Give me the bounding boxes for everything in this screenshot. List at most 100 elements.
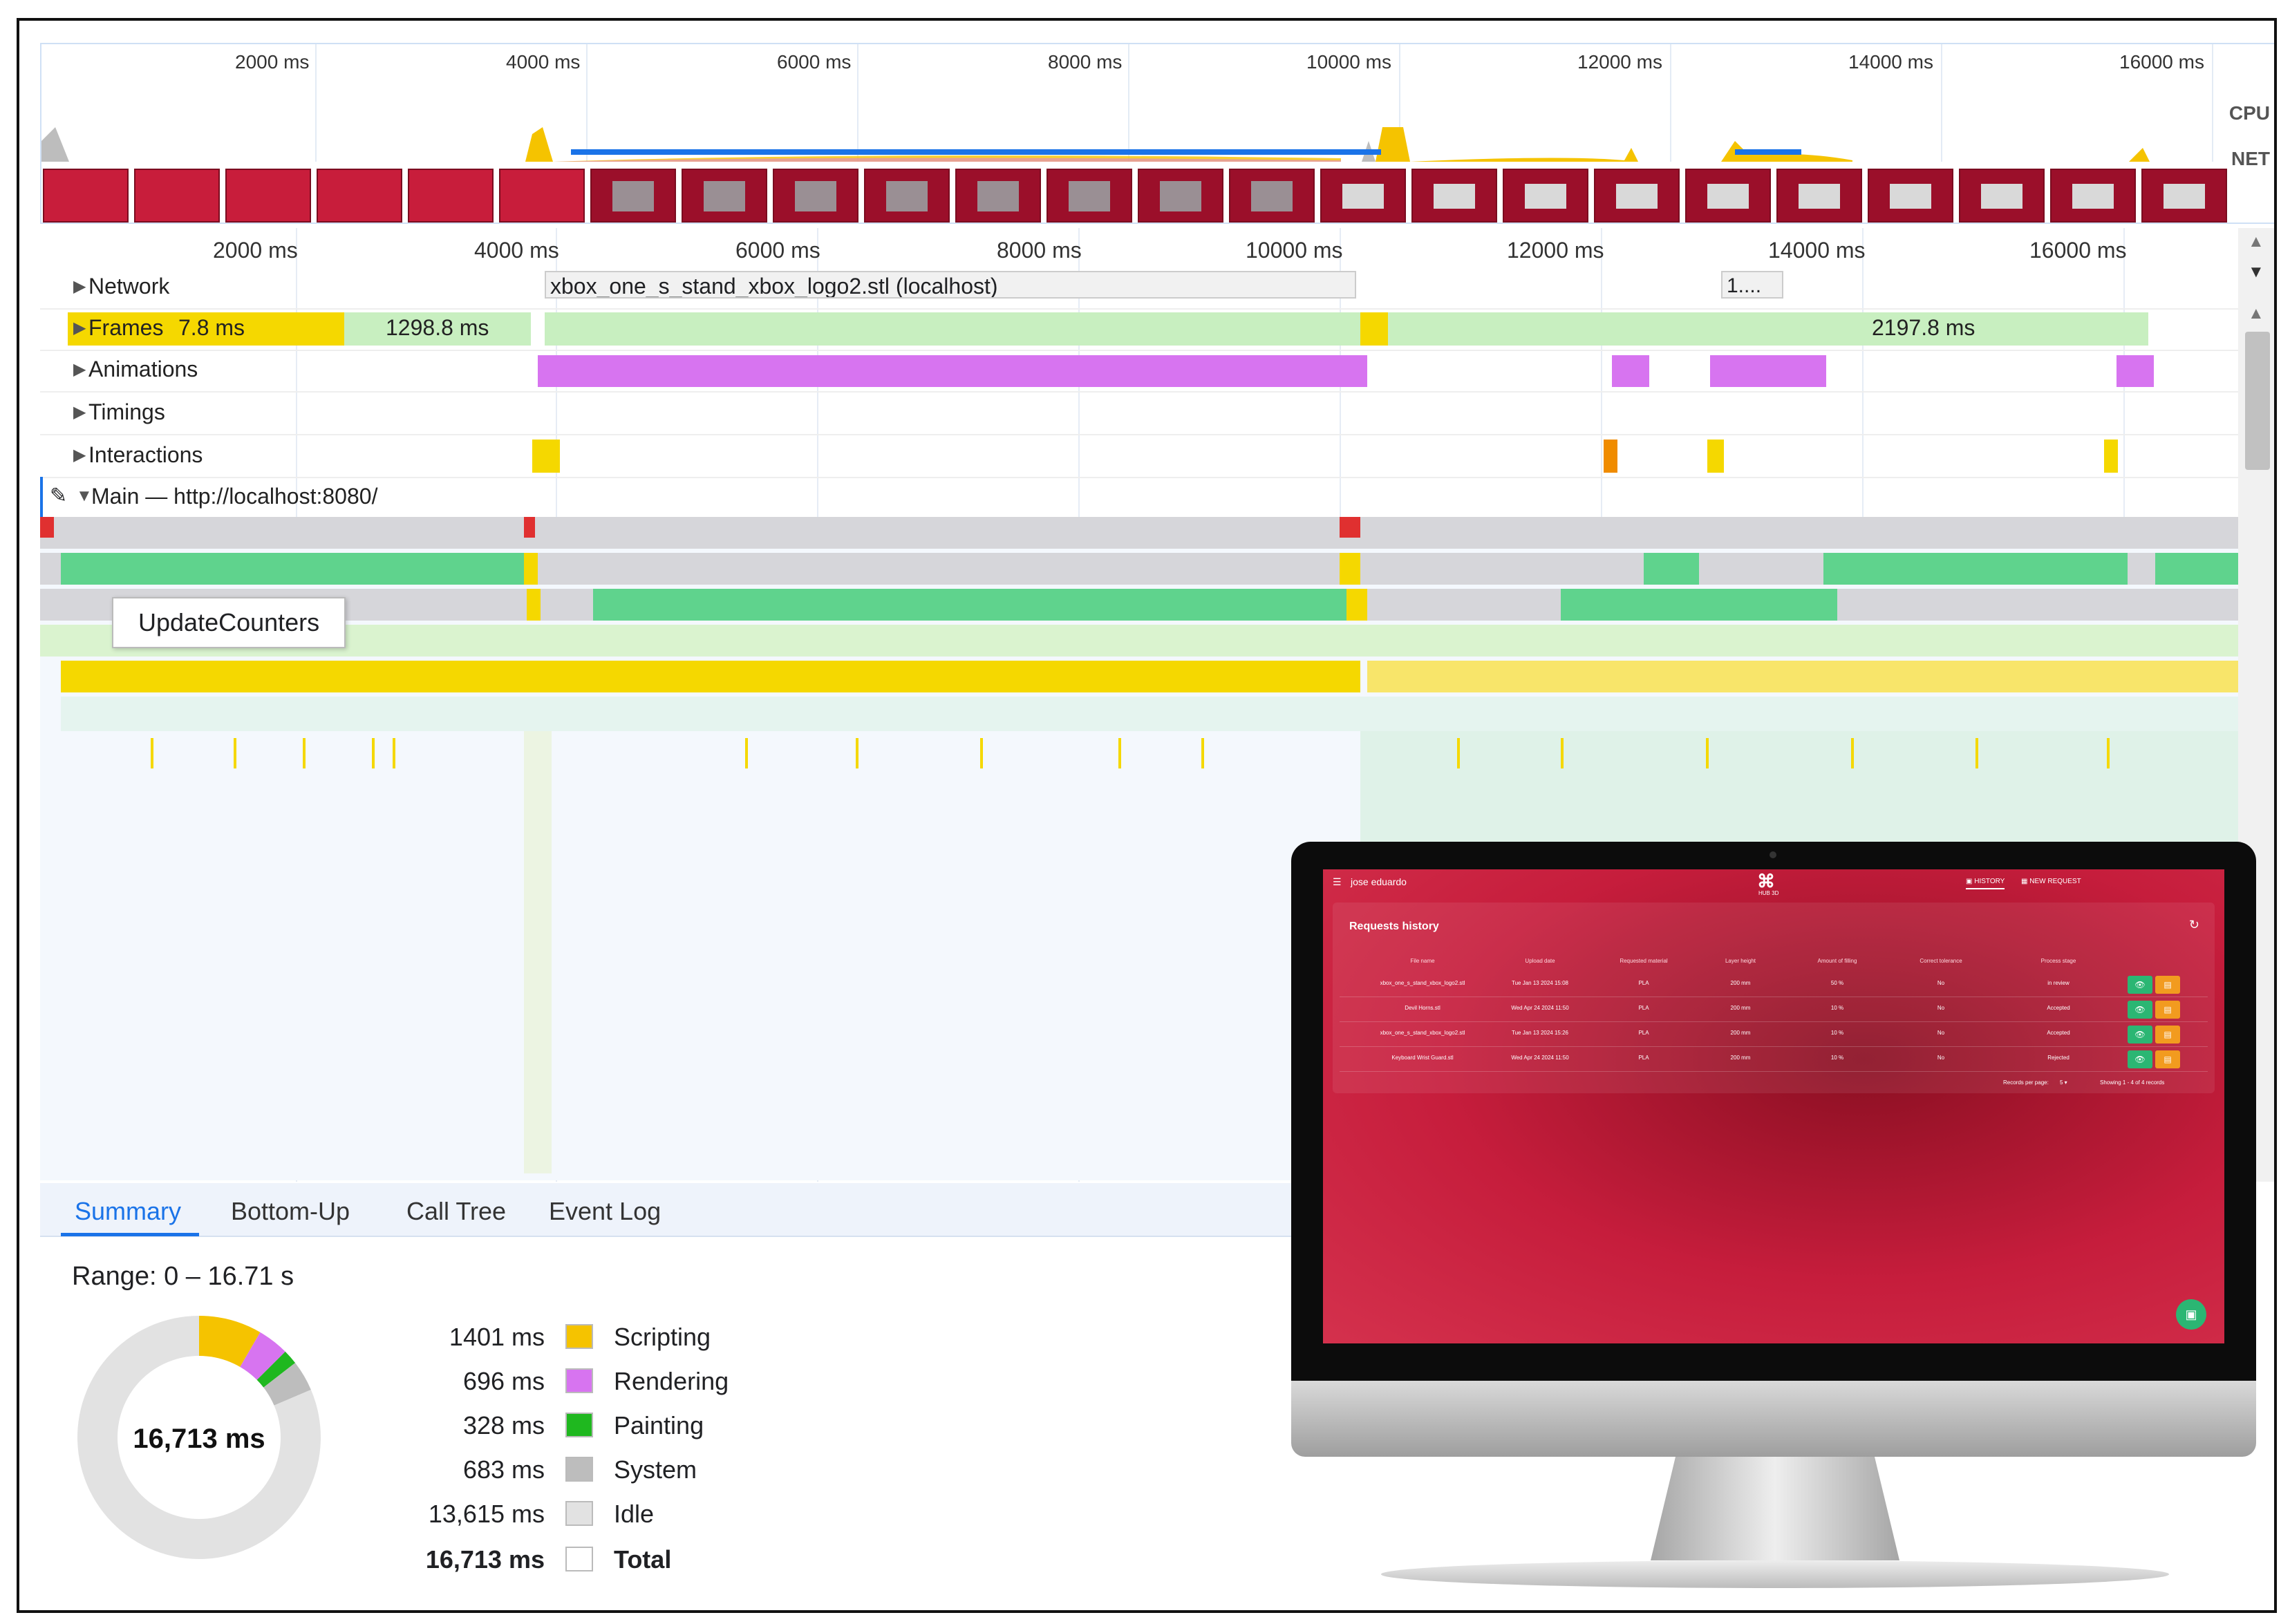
view-button[interactable]: 👁 <box>2128 976 2152 994</box>
legend-value: 696 ms <box>462 1367 545 1395</box>
animation-bar[interactable] <box>538 355 1367 387</box>
table-header: Requested material <box>1620 958 1668 964</box>
view-button[interactable]: 👁 <box>2128 1050 2152 1068</box>
main-thread-flame-chart[interactable] <box>40 517 2238 1180</box>
summary-legend-row: 13,615 ms Idle <box>406 1500 904 1530</box>
screenshot-thumbnail[interactable] <box>1047 169 1132 223</box>
download-button[interactable]: ▤ <box>2155 976 2180 994</box>
tab-bottom-up[interactable]: Bottom-Up <box>231 1197 350 1225</box>
download-button[interactable]: ▤ <box>2155 1026 2180 1044</box>
scroll-up-icon[interactable]: ▲ <box>2248 232 2264 251</box>
table-cell: in review <box>2047 980 2070 986</box>
screenshot-thumbnail[interactable] <box>134 169 220 223</box>
app-logo-text: HUB 3D <box>1758 890 1779 896</box>
overview-tick: 6000 ms <box>777 51 852 73</box>
screenshot-thumbnail[interactable] <box>1594 169 1680 223</box>
tab-event-log[interactable]: Event Log <box>549 1197 661 1225</box>
screenshot-thumbnail[interactable] <box>1868 169 1953 223</box>
screenshot-thumbnail[interactable] <box>1138 169 1223 223</box>
animations-track[interactable]: ▶ Animations <box>40 350 2238 393</box>
screenshot-thumbnail[interactable] <box>2141 169 2227 223</box>
network-request-bar[interactable]: xbox_one_s_stand_xbox_logo2.stl (localho… <box>545 271 1356 299</box>
main-thread-track[interactable]: ✎ ▼ Main — http://localhost:8080/ <box>40 477 2241 518</box>
table-cell: 10 % <box>1830 1005 1844 1011</box>
animation-bar[interactable] <box>2117 355 2154 387</box>
screenshot-thumbnail[interactable] <box>1411 169 1497 223</box>
track-label: Network <box>88 274 170 299</box>
interaction-bar[interactable] <box>2104 440 2118 473</box>
network-request-bar[interactable]: 1.... <box>1721 271 1783 299</box>
interaction-bar[interactable] <box>1707 440 1724 473</box>
network-track[interactable]: ▶ Network xbox_one_s_stand_xbox_logo2.st… <box>40 267 2238 310</box>
table-cell: No <box>1937 1030 1945 1036</box>
tab-call-tree[interactable]: Call Tree <box>406 1197 507 1225</box>
download-button[interactable]: ▤ <box>2155 1050 2180 1068</box>
screenshot-thumbnail[interactable] <box>408 169 494 223</box>
screenshot-thumbnail[interactable] <box>1229 169 1315 223</box>
pencil-icon[interactable]: ✎ <box>50 484 68 507</box>
view-button[interactable]: 👁 <box>2128 1026 2152 1044</box>
legend-label: Total <box>614 1545 672 1574</box>
card-title: Requests history <box>1349 920 1439 932</box>
ruler-tick: 14000 ms <box>1768 238 1866 263</box>
screenshot-thumbnail[interactable] <box>1776 169 1862 223</box>
table-cell: No <box>1937 980 1945 986</box>
menu-icon[interactable]: ☰ <box>1333 876 1342 887</box>
expand-arrow-icon[interactable]: ▶ <box>73 319 86 337</box>
nav-history[interactable]: ▣ HISTORY <box>1966 878 2005 889</box>
frame-duration: 7.8 ms <box>178 315 245 340</box>
screenshot-thumbnail[interactable] <box>43 169 129 223</box>
screenshot-thumbnail[interactable] <box>2050 169 2136 223</box>
nav-new-request[interactable]: ▦ NEW REQUEST <box>2021 878 2081 885</box>
screenshot-thumbnail[interactable] <box>682 169 767 223</box>
screenshot-thumbnail[interactable] <box>317 169 402 223</box>
screenshot-filmstrip[interactable] <box>41 169 2274 223</box>
ruler-tick: 2000 ms <box>213 238 298 263</box>
screenshot-thumbnail[interactable] <box>499 169 585 223</box>
screenshot-thumbnail[interactable] <box>1320 169 1406 223</box>
refresh-icon[interactable]: ↻ <box>2188 918 2199 932</box>
table-cell: PLA <box>1638 980 1649 986</box>
animation-bar[interactable] <box>1710 355 1826 387</box>
screenshot-thumbnail[interactable] <box>1503 169 1588 223</box>
screenshot-thumbnail[interactable] <box>773 169 858 223</box>
legend-swatch <box>565 1413 593 1437</box>
interaction-bar[interactable] <box>532 440 560 473</box>
screenshot-thumbnail[interactable] <box>225 169 311 223</box>
expand-arrow-icon[interactable]: ▶ <box>73 360 86 379</box>
screenshot-thumbnail[interactable] <box>590 169 676 223</box>
expand-arrow-icon[interactable]: ▶ <box>73 277 86 296</box>
network-request-label: xbox_one_s_stand_xbox_logo2.stl (localho… <box>550 274 998 299</box>
interactions-track[interactable]: ▶ Interactions <box>40 434 2238 478</box>
timeline-overview[interactable]: 2000 ms 4000 ms 6000 ms 8000 ms 10000 ms… <box>40 43 2274 224</box>
screenshot-thumbnail[interactable] <box>1685 169 1771 223</box>
timings-track[interactable]: ▶ Timings <box>40 391 2238 435</box>
collapse-arrow-icon[interactable]: ▼ <box>76 487 93 505</box>
timeline-scrollbar[interactable]: ▲ ▼ ▲ <box>2238 228 2274 1182</box>
screenshot-thumbnail[interactable] <box>1959 169 2045 223</box>
table-header: Layer height <box>1725 958 1756 964</box>
view-button[interactable]: 👁 <box>2128 1001 2152 1019</box>
rows-per-page-select[interactable]: 5 ▾ <box>2060 1079 2067 1086</box>
dropdown-arrow-icon[interactable]: ▼ <box>2248 263 2264 281</box>
chat-fab[interactable]: ▣ <box>2176 1299 2206 1330</box>
ruler-tick: 4000 ms <box>474 238 559 263</box>
interaction-bar[interactable] <box>1604 440 1617 473</box>
animation-bar[interactable] <box>1612 355 1649 387</box>
summary-donut-chart: 16,713 ms <box>75 1313 323 1565</box>
download-button[interactable]: ▤ <box>2155 1001 2180 1019</box>
scroll-up-icon[interactable]: ▲ <box>2248 304 2264 323</box>
frames-track[interactable]: ▶ Frames 7.8 ms 1298.8 ms 2197.8 ms <box>40 308 2238 351</box>
expand-arrow-icon[interactable]: ▶ <box>73 446 86 464</box>
expand-arrow-icon[interactable]: ▶ <box>73 403 86 422</box>
table-cell: Wed Apr 24 2024 11:50 <box>1511 1055 1569 1061</box>
monitor-chin <box>1291 1381 2256 1457</box>
legend-swatch <box>565 1324 593 1349</box>
screenshot-thumbnail[interactable] <box>864 169 950 223</box>
tab-summary[interactable]: Summary <box>75 1197 182 1225</box>
screenshot-thumbnail[interactable] <box>955 169 1041 223</box>
scrollbar-thumb[interactable] <box>2245 332 2270 470</box>
table-header: Amount of filling <box>1817 958 1857 964</box>
legend-label: Scripting <box>614 1323 711 1351</box>
track-label: Interactions <box>88 442 203 467</box>
